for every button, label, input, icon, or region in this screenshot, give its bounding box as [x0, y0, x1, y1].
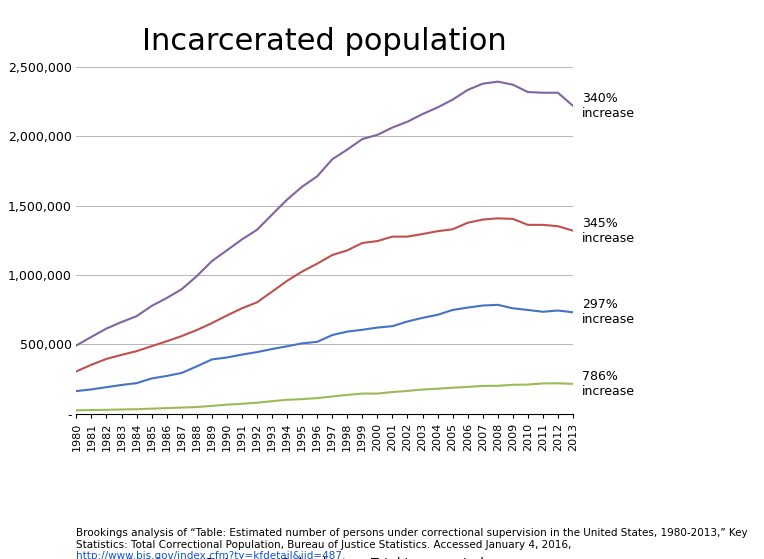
Legend: Local, State, Federal, Total Incarcerated: Local, State, Federal, Total Incarcerate…	[91, 552, 489, 559]
Text: 345%
increase: 345% increase	[582, 217, 635, 245]
Text: 297%
increase: 297% increase	[582, 299, 635, 326]
Y-axis label: Individuals: Individuals	[0, 203, 2, 278]
Text: 340%
increase: 340% increase	[582, 92, 635, 120]
Text: Brookings analysis of “Table: Estimated number of persons under correctional sup: Brookings analysis of “Table: Estimated …	[76, 528, 748, 550]
Title: Incarcerated population: Incarcerated population	[142, 27, 507, 56]
Text: http://www.bjs.gov/index.cfm?ty=kfdetail&iid=487.: http://www.bjs.gov/index.cfm?ty=kfdetail…	[76, 551, 346, 559]
Text: 786%
increase: 786% increase	[582, 370, 635, 398]
